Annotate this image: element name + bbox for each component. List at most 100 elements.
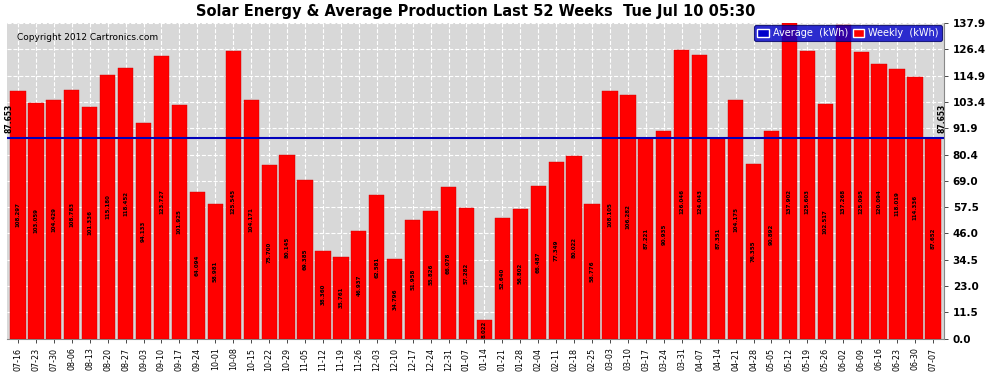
Bar bbox=[100, 75, 115, 339]
Text: 125.095: 125.095 bbox=[858, 189, 863, 214]
Text: 94.133: 94.133 bbox=[141, 220, 147, 242]
Text: 102.517: 102.517 bbox=[823, 209, 828, 234]
Bar bbox=[871, 64, 887, 339]
Bar bbox=[47, 100, 61, 339]
Bar bbox=[226, 51, 241, 339]
Bar bbox=[745, 164, 761, 339]
Text: 56.802: 56.802 bbox=[518, 263, 523, 284]
Bar bbox=[836, 24, 850, 339]
Text: 125.603: 125.603 bbox=[805, 189, 810, 214]
Text: 101.925: 101.925 bbox=[177, 210, 182, 234]
Text: 108.783: 108.783 bbox=[69, 202, 74, 227]
Text: 104.171: 104.171 bbox=[248, 207, 253, 232]
Bar bbox=[190, 192, 205, 339]
Bar bbox=[29, 103, 44, 339]
Bar bbox=[566, 156, 582, 339]
Text: 64.094: 64.094 bbox=[195, 255, 200, 276]
Bar bbox=[728, 100, 743, 339]
Bar bbox=[674, 50, 689, 339]
Bar bbox=[64, 90, 79, 339]
Bar bbox=[261, 165, 277, 339]
Text: 52.640: 52.640 bbox=[500, 268, 505, 289]
Bar bbox=[800, 51, 815, 339]
Bar bbox=[405, 220, 421, 339]
Text: 106.282: 106.282 bbox=[626, 204, 631, 230]
Bar bbox=[692, 55, 707, 339]
Bar bbox=[908, 77, 923, 339]
Text: 8.022: 8.022 bbox=[482, 321, 487, 338]
Bar bbox=[853, 53, 869, 339]
Bar bbox=[136, 123, 151, 339]
Text: 137.268: 137.268 bbox=[841, 189, 845, 214]
Bar bbox=[208, 204, 223, 339]
Text: 57.282: 57.282 bbox=[464, 262, 469, 284]
Text: 124.043: 124.043 bbox=[697, 189, 702, 214]
Text: 108.297: 108.297 bbox=[16, 202, 21, 227]
Bar bbox=[441, 188, 456, 339]
Text: 80.145: 80.145 bbox=[284, 236, 289, 258]
Bar bbox=[764, 130, 779, 339]
Text: 58.776: 58.776 bbox=[590, 261, 595, 282]
Text: 120.094: 120.094 bbox=[876, 189, 882, 214]
Text: 80.022: 80.022 bbox=[571, 237, 576, 258]
Text: 77.349: 77.349 bbox=[553, 239, 558, 261]
Bar bbox=[621, 95, 636, 339]
Text: 62.581: 62.581 bbox=[374, 256, 379, 278]
Text: 87.652: 87.652 bbox=[931, 228, 936, 249]
Text: 55.826: 55.826 bbox=[428, 264, 433, 285]
Bar bbox=[10, 91, 26, 339]
Bar bbox=[316, 251, 331, 339]
Bar bbox=[351, 231, 366, 339]
Text: 35.761: 35.761 bbox=[339, 287, 344, 308]
Bar bbox=[926, 138, 940, 339]
Bar bbox=[153, 56, 169, 339]
Text: 38.360: 38.360 bbox=[321, 284, 326, 305]
Text: 115.180: 115.180 bbox=[105, 194, 110, 219]
Text: 34.796: 34.796 bbox=[392, 288, 397, 309]
Text: Copyright 2012 Cartronics.com: Copyright 2012 Cartronics.com bbox=[17, 33, 157, 42]
Bar bbox=[387, 259, 402, 339]
Bar bbox=[297, 180, 313, 339]
Text: 101.336: 101.336 bbox=[87, 210, 92, 235]
Text: 87.351: 87.351 bbox=[715, 228, 720, 249]
Bar bbox=[818, 104, 833, 339]
Text: 90.892: 90.892 bbox=[769, 224, 774, 245]
Text: 104.429: 104.429 bbox=[51, 207, 56, 232]
Text: 137.902: 137.902 bbox=[787, 189, 792, 214]
Text: 87.653: 87.653 bbox=[5, 104, 14, 134]
Text: 125.545: 125.545 bbox=[231, 189, 236, 214]
Bar bbox=[118, 68, 134, 339]
Bar bbox=[369, 195, 384, 339]
Text: 118.019: 118.019 bbox=[895, 191, 900, 216]
Bar bbox=[495, 218, 510, 339]
Text: 118.452: 118.452 bbox=[123, 190, 128, 216]
Title: Solar Energy & Average Production Last 52 Weeks  Tue Jul 10 05:30: Solar Energy & Average Production Last 5… bbox=[196, 4, 755, 19]
Bar bbox=[423, 211, 439, 339]
Bar bbox=[548, 162, 563, 339]
Legend: Average  (kWh), Weekly  (kWh): Average (kWh), Weekly (kWh) bbox=[754, 25, 941, 41]
Bar bbox=[531, 186, 545, 339]
Text: 66.078: 66.078 bbox=[446, 252, 451, 274]
Text: 46.937: 46.937 bbox=[356, 274, 361, 296]
Text: 114.336: 114.336 bbox=[913, 195, 918, 220]
Bar bbox=[710, 139, 726, 339]
Text: 123.727: 123.727 bbox=[159, 189, 164, 214]
Bar bbox=[82, 107, 97, 339]
Text: 103.059: 103.059 bbox=[34, 208, 39, 233]
Bar bbox=[477, 320, 492, 339]
Text: 66.487: 66.487 bbox=[536, 252, 541, 273]
Bar bbox=[244, 100, 258, 339]
Bar bbox=[602, 91, 618, 339]
Text: 90.935: 90.935 bbox=[661, 224, 666, 245]
Text: 69.385: 69.385 bbox=[303, 249, 308, 270]
Text: 51.958: 51.958 bbox=[410, 268, 415, 290]
Text: 58.981: 58.981 bbox=[213, 260, 218, 282]
Bar bbox=[279, 155, 295, 339]
Text: 76.355: 76.355 bbox=[751, 240, 756, 262]
Text: 108.105: 108.105 bbox=[608, 202, 613, 227]
Text: 104.175: 104.175 bbox=[733, 207, 739, 232]
Text: 87.221: 87.221 bbox=[644, 228, 648, 249]
Text: 126.046: 126.046 bbox=[679, 189, 684, 214]
Bar bbox=[584, 204, 600, 339]
Bar bbox=[458, 207, 474, 339]
